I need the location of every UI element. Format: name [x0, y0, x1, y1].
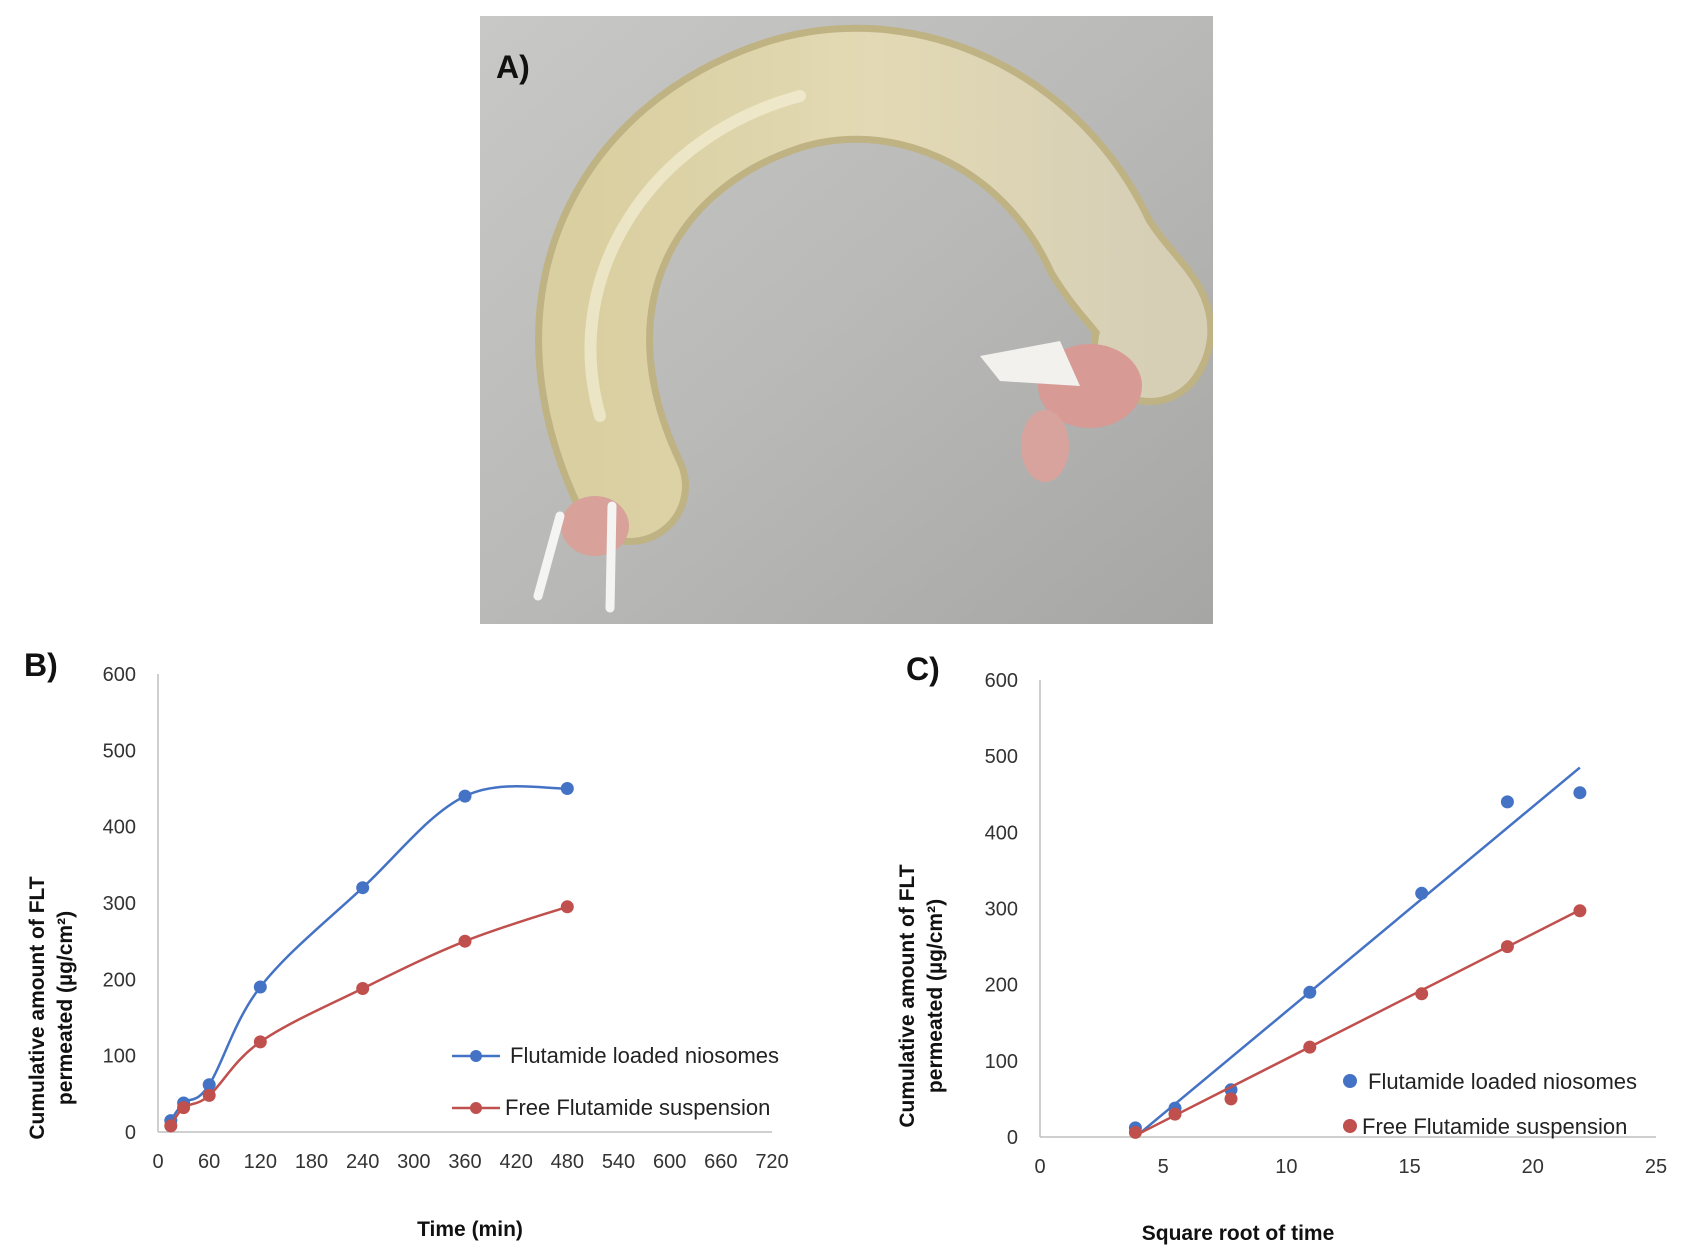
x-tick-label: 360: [448, 1151, 481, 1173]
chart-c: C) Cumulative amount of FLT permeated (µ…: [896, 651, 1667, 1245]
x-tick-label: 15: [1398, 1156, 1420, 1178]
y-axis-title-line1: Cumulative amount of FLT: [26, 876, 49, 1139]
data-point-niosomes: [1500, 795, 1514, 809]
series-line-suspension: [169, 905, 568, 1127]
legend-label-suspension: Free Flutamide suspension: [1362, 1114, 1627, 1139]
panel-a-label: A): [496, 49, 530, 85]
tissue-tip-right: [1021, 410, 1069, 482]
data-point-suspension: [356, 982, 370, 995]
x-tick-label: 120: [244, 1151, 277, 1173]
y-tick-label: 500: [985, 746, 1018, 768]
legend: Flutamide loaded niosomes Free Flutamide…: [1343, 1069, 1637, 1139]
x-tick-label: 0: [1034, 1156, 1045, 1178]
data-point-suspension: [1128, 1125, 1142, 1139]
legend-label-niosomes: Flutamide loaded niosomes: [1368, 1069, 1637, 1094]
y-tick-label: 200: [985, 975, 1018, 997]
y-tick-label: 600: [103, 664, 136, 686]
legend-label-niosomes: Flutamide loaded niosomes: [510, 1043, 779, 1068]
y-tick-label: 0: [125, 1122, 136, 1144]
data-point-niosomes: [356, 881, 370, 895]
data-point-niosomes: [458, 789, 472, 803]
x-tick-label: 25: [1645, 1156, 1667, 1178]
data-point-suspension: [202, 1088, 216, 1102]
legend: Flutamide loaded niosomes Free Flutamide…: [452, 1043, 779, 1120]
chart-b: B) Cumulative amount of FLT permeated (µ…: [24, 647, 789, 1241]
legend-marker-suspension: [1343, 1119, 1357, 1133]
y-tick-label: 0: [1007, 1127, 1018, 1149]
data-point-suspension: [177, 1101, 191, 1115]
data-point-niosomes: [202, 1078, 216, 1092]
y-tick-label: 200: [103, 969, 136, 991]
data-point-suspension: [253, 1035, 267, 1049]
x-tick-label: 720: [755, 1151, 788, 1173]
x-axis-title: Square root of time: [1142, 1222, 1335, 1245]
data-point-niosomes: [560, 782, 574, 795]
x-tick-label: 5: [1158, 1156, 1169, 1178]
photo-panel-a: A): [480, 16, 1215, 624]
y-tick-label: 100: [103, 1046, 136, 1068]
y-axis-title: Cumulative amount of FLT permeated (µg/c…: [896, 864, 947, 1127]
y-axis-title: Cumulative amount of FLT permeated (µg/c…: [26, 876, 77, 1139]
data-point-suspension: [1415, 987, 1429, 1001]
y-tick-label: 300: [985, 899, 1018, 921]
y-tick-label: 500: [103, 740, 136, 762]
y-tick-label: 400: [985, 822, 1018, 844]
y-tick-label: 400: [103, 817, 136, 839]
x-tick-label: 20: [1522, 1156, 1544, 1178]
trendline-niosomes: [1134, 766, 1581, 1138]
suture-thread-left-1: [533, 511, 565, 601]
x-tick-label: 660: [704, 1151, 737, 1173]
data-point-suspension: [1168, 1107, 1182, 1121]
x-tick-label: 60: [198, 1151, 220, 1173]
legend-marker-niosomes: [1343, 1074, 1357, 1088]
y-axis-title-line1: Cumulative amount of FLT: [896, 864, 919, 1127]
x-tick-label: 240: [346, 1151, 379, 1173]
y-tick-label: 600: [985, 670, 1018, 692]
x-tick-label: 0: [152, 1151, 163, 1173]
x-tick-label: 480: [551, 1151, 584, 1173]
x-tick-label: 420: [499, 1151, 532, 1173]
tissue-highlight: [584, 90, 806, 422]
specimen-photo: A): [480, 16, 1215, 624]
x-tick-label: 600: [653, 1151, 686, 1173]
data-point-suspension: [1303, 1040, 1317, 1054]
data-point-suspension: [1224, 1092, 1238, 1106]
data-point-suspension: [560, 900, 574, 914]
x-tick-label: 10: [1275, 1156, 1297, 1178]
legend-marker-niosomes: [470, 1050, 482, 1062]
tissue-end-left: [561, 496, 629, 556]
data-point-niosomes: [1303, 985, 1317, 999]
panel-b-label: B): [24, 647, 58, 683]
data-point-suspension: [1500, 940, 1514, 954]
x-tick-label: 180: [295, 1151, 328, 1173]
chart-c-container: C) Cumulative amount of FLT permeated (µ…: [870, 640, 1704, 1255]
panel-c-label: C): [906, 651, 940, 687]
x-tick-label: 540: [602, 1151, 635, 1173]
data-point-suspension: [164, 1119, 178, 1133]
data-point-suspension: [1573, 904, 1587, 918]
chart-b-container: B) Cumulative amount of FLT permeated (µ…: [0, 640, 850, 1255]
data-point-niosomes: [253, 980, 267, 994]
legend-label-suspension: Free Flutamide suspension: [505, 1095, 770, 1120]
y-axis-title-line2: permeated (µg/cm²): [54, 911, 77, 1105]
y-axis-title-line2: permeated (µg/cm²): [924, 899, 947, 1093]
legend-marker-suspension: [470, 1102, 482, 1114]
x-axis-title: Time (min): [417, 1218, 523, 1241]
x-tick-label: 300: [397, 1151, 430, 1173]
data-point-suspension: [458, 934, 472, 948]
data-point-niosomes: [1415, 886, 1429, 900]
y-tick-label: 100: [985, 1051, 1018, 1073]
data-point-niosomes: [1573, 786, 1587, 800]
suture-thread-right: [980, 341, 1080, 386]
suture-thread-left-2: [605, 501, 617, 613]
y-tick-label: 300: [103, 893, 136, 915]
